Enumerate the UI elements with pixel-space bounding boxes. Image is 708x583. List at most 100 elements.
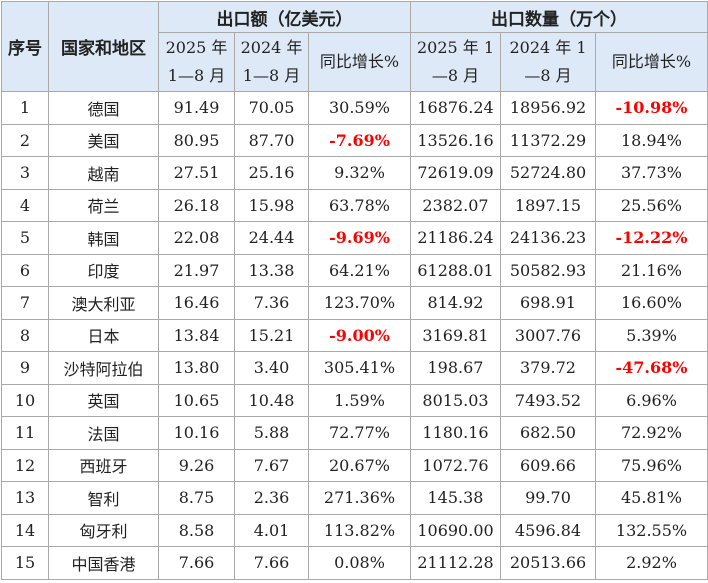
table-cell: 75.96% (595, 448, 708, 482)
table-cell: 15.98 (234, 188, 309, 222)
table-cell: 美国 (48, 123, 159, 157)
table-cell: 10.48 (234, 383, 309, 417)
table-cell: 91.49 (158, 91, 235, 125)
table-cell: 1072.76 (410, 448, 501, 482)
table-row: 9 沙特阿拉伯 13.80 3.40 305.41% 198.67 379.72 -47.68… (1, 351, 708, 385)
table-cell: 698.91 (500, 286, 596, 320)
table-cell: 123.70% (308, 286, 411, 320)
table-cell: 3 (1, 156, 49, 190)
table-cell: 4 (1, 188, 49, 222)
table-cell: 3169.81 (410, 318, 501, 352)
table-cell: 132.55% (595, 513, 708, 547)
table-cell: 2 (1, 123, 49, 157)
table-cell: 3007.76 (500, 318, 596, 352)
table-cell: 16.60% (595, 286, 708, 320)
table-cell: 荷兰 (48, 188, 159, 222)
table-cell: 30.59% (308, 91, 411, 125)
table-cell: 0.08% (308, 546, 411, 580)
table-row: 12 西班牙 9.26 7.67 20.67% 1072.76 609.66 75.96% (1, 448, 708, 482)
table-cell: 61288.01 (410, 253, 501, 287)
table-cell: 3.40 (234, 351, 309, 385)
table-cell: 8.58 (158, 513, 235, 547)
table-row: 10 英国 10.65 10.48 1.59% 8015.03 7493.52 6.96% (1, 383, 708, 417)
table-cell: 9 (1, 351, 49, 385)
table-cell: 7493.52 (500, 383, 596, 417)
table-cell: 10690.00 (410, 513, 501, 547)
table-cell: -10.98% (595, 91, 708, 125)
table-cell: 21186.24 (410, 221, 501, 255)
table-cell: 18.94% (595, 123, 708, 157)
table-cell: 澳大利亚 (48, 286, 159, 320)
table-row: 7 澳大利亚 16.46 7.36 123.70% 814.92 698.91 16.60% (1, 286, 708, 320)
table-cell: 中国香港 (48, 546, 159, 580)
header-no: 序号 (1, 1, 49, 92)
header-group: 出口额（亿美元） (158, 1, 411, 33)
table-row: 3 越南 27.51 25.16 9.32% 72619.09 52724.80 37.73% (1, 156, 708, 190)
table-cell: 26.18 (158, 188, 235, 222)
header-sub: 2025 年 1—8 月 (158, 32, 235, 92)
table-row: 6 印度 21.97 13.38 64.21% 61288.01 50582.93 21.16… (1, 253, 708, 287)
table-cell: 5 (1, 221, 49, 255)
table-cell: 18956.92 (500, 91, 596, 125)
table-cell: 13.84 (158, 318, 235, 352)
table-cell: 2.92% (595, 546, 708, 580)
table-cell: 24136.23 (500, 221, 596, 255)
table-cell: 德国 (48, 91, 159, 125)
table-cell: 25.56% (595, 188, 708, 222)
table-body: 1 德国 91.49 70.05 30.59% 16876.24 18956.92 -10.9… (1, 91, 708, 580)
table-cell: 10 (1, 383, 49, 417)
table-cell: 1180.16 (410, 416, 501, 450)
table-cell: 99.70 (500, 481, 596, 515)
table-cell: 1897.15 (500, 188, 596, 222)
table-cell: 9.32% (308, 156, 411, 190)
table-cell: 13.38 (234, 253, 309, 287)
table-row: 5 韩国 22.08 24.44 -9.69% 21186.24 24136.23 -12.2… (1, 221, 708, 255)
table-cell: 64.21% (308, 253, 411, 287)
header-sub: 2024 年 1—8 月 (500, 32, 596, 92)
table-cell: 682.50 (500, 416, 596, 450)
table-cell: 匈牙利 (48, 513, 159, 547)
table-cell: -7.69% (308, 123, 411, 157)
table-cell: 14 (1, 513, 49, 547)
table-cell: 13 (1, 481, 49, 515)
table-cell: 305.41% (308, 351, 411, 385)
table-cell: 10.65 (158, 383, 235, 417)
table-cell: 814.92 (410, 286, 501, 320)
table-cell: 13.80 (158, 351, 235, 385)
table-row: 15 中国香港 7.66 7.66 0.08% 21112.28 20513.66 2.92% (1, 546, 708, 580)
table-cell: 7.66 (158, 546, 235, 580)
table-cell: 西班牙 (48, 448, 159, 482)
table-cell: 16876.24 (410, 91, 501, 125)
table-cell: 8015.03 (410, 383, 501, 417)
table-cell: 11 (1, 416, 49, 450)
table-cell: 沙特阿拉伯 (48, 351, 159, 385)
table-cell: 80.95 (158, 123, 235, 157)
table-cell: 4596.84 (500, 513, 596, 547)
table-cell: 5.88 (234, 416, 309, 450)
table-cell: 12 (1, 448, 49, 482)
table-cell: 25.16 (234, 156, 309, 190)
table-cell: 2.36 (234, 481, 309, 515)
table-cell: -12.22% (595, 221, 708, 255)
table-cell: 609.66 (500, 448, 596, 482)
table-cell: 越南 (48, 156, 159, 190)
header-sub: 2025 年 1—8 月 (410, 32, 501, 92)
table-cell: 英国 (48, 383, 159, 417)
table-cell: 24.44 (234, 221, 309, 255)
table-cell: 87.70 (234, 123, 309, 157)
table-row: 8 日本 13.84 15.21 -9.00% 3169.81 3007.76 5.39% (1, 318, 708, 352)
table-cell: 11372.29 (500, 123, 596, 157)
header-sub: 2024 年 1—8 月 (234, 32, 309, 92)
table-cell: 145.38 (410, 481, 501, 515)
table-cell: 50582.93 (500, 253, 596, 287)
table-cell: 10.16 (158, 416, 235, 450)
table-cell: 韩国 (48, 221, 159, 255)
table-cell: 4.01 (234, 513, 309, 547)
table-cell: 20513.66 (500, 546, 596, 580)
table-cell: 7 (1, 286, 49, 320)
table-cell: 22.08 (158, 221, 235, 255)
table-cell: 52724.80 (500, 156, 596, 190)
